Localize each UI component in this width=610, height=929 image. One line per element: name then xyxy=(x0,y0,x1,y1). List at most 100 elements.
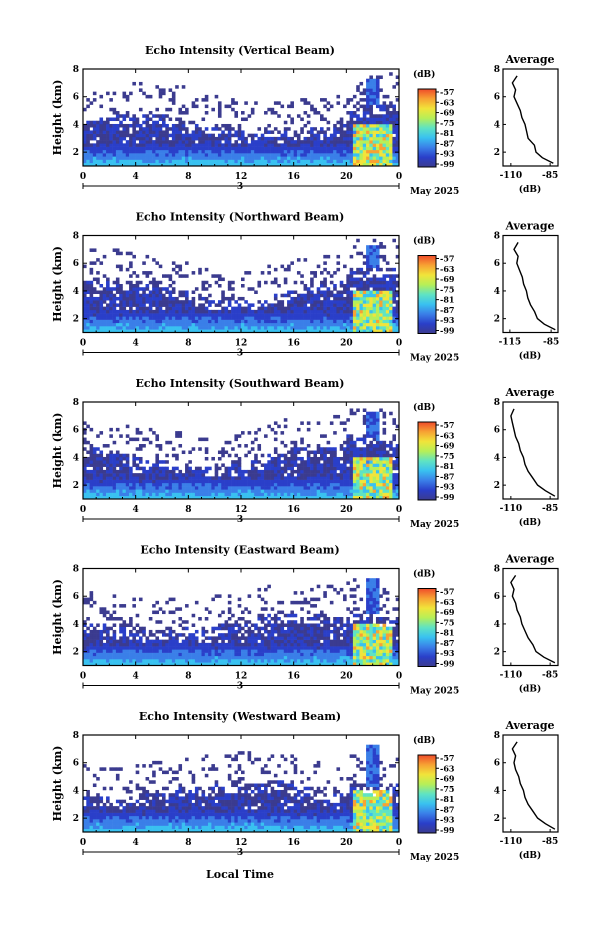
heatmap-cell xyxy=(336,143,341,147)
heatmap-cell xyxy=(362,469,367,474)
heatmap-cell xyxy=(122,620,127,624)
heatmap-cell xyxy=(89,659,94,663)
heatmap-cell xyxy=(273,319,278,324)
heatmap-cell xyxy=(283,159,288,164)
heatmap-cell xyxy=(320,300,324,304)
heatmap-cell xyxy=(293,156,298,160)
heatmap-cell xyxy=(300,440,304,445)
heatmap-cell xyxy=(379,143,383,147)
heatmap-cell xyxy=(109,456,113,461)
heatmap-cell xyxy=(392,85,397,89)
heatmap-cell xyxy=(359,133,364,138)
heatmap-cell xyxy=(152,649,156,653)
heatmap-cell xyxy=(300,447,304,451)
heatmap-cell xyxy=(333,153,337,157)
heatmap-cell xyxy=(181,652,186,657)
heatmap-cell xyxy=(260,489,265,493)
heatmap-cell xyxy=(122,143,127,147)
heatmap-cell xyxy=(300,300,304,304)
heatmap-cell xyxy=(224,316,229,320)
heatmap-cell xyxy=(333,143,337,147)
heatmap-cell xyxy=(283,133,288,138)
heatmap-cell xyxy=(158,473,163,477)
heatmap-cell xyxy=(257,482,262,487)
heatmap-cell xyxy=(221,326,225,330)
avg-unit-label: (dB) xyxy=(519,184,541,195)
heatmap-cell xyxy=(313,159,318,164)
heatmap-cell xyxy=(362,486,367,490)
heatmap-cell xyxy=(356,492,360,497)
heatmap-cell xyxy=(109,489,113,493)
heatmap-cell xyxy=(287,140,291,144)
heatmap-cell xyxy=(217,466,222,471)
heatmap-cell xyxy=(320,284,324,288)
heatmap-cell xyxy=(96,495,100,500)
heatmap-cell xyxy=(132,604,136,608)
heatmap-cell xyxy=(178,326,183,330)
heatmap-cell xyxy=(125,642,130,647)
heatmap-cell xyxy=(382,149,387,154)
heatmap-cell xyxy=(241,111,245,115)
heatmap-cell xyxy=(237,456,242,461)
heatmap-cell xyxy=(89,146,94,151)
heatmap-cell xyxy=(237,460,242,464)
heatmap-cell xyxy=(129,655,133,660)
heatmap-cell xyxy=(86,104,90,109)
heatmap-cell xyxy=(106,322,110,327)
heatmap-cell xyxy=(83,107,87,112)
heatmap-cell xyxy=(194,482,199,487)
heatmap-cell xyxy=(287,486,291,490)
heatmap-cell xyxy=(362,162,367,167)
heatmap-cell xyxy=(290,319,294,324)
heatmap-cell xyxy=(254,140,258,144)
heatmap-cell xyxy=(96,473,100,477)
heatmap-cell xyxy=(382,107,387,112)
heatmap-cell xyxy=(83,326,87,330)
heatmap-cell xyxy=(326,450,331,455)
heatmap-cell xyxy=(217,162,222,167)
heatmap-cell xyxy=(86,489,90,493)
heatmap-cell xyxy=(175,149,179,154)
heatmap-cell xyxy=(99,309,104,314)
heatmap-cell xyxy=(112,659,117,663)
heatmap-cell xyxy=(178,662,183,666)
heatmap-cell xyxy=(379,104,383,109)
heatmap-cell xyxy=(273,303,278,307)
heatmap-cell xyxy=(194,309,199,314)
heatmap-cell xyxy=(296,300,301,304)
heatmap-cell xyxy=(362,88,367,92)
heatmap-cell xyxy=(171,649,176,653)
heatmap-cell xyxy=(148,469,153,474)
heatmap-cell xyxy=(158,296,163,301)
heatmap-cell xyxy=(191,303,196,307)
heatmap-cell xyxy=(178,642,183,647)
heatmap-cell xyxy=(385,127,390,131)
heatmap-cell xyxy=(138,149,143,154)
heatmap-cell xyxy=(290,329,294,333)
heatmap-cell xyxy=(323,309,327,314)
heatmap-cell xyxy=(122,492,127,497)
heatmap-cell xyxy=(142,133,146,138)
heatmap-cell xyxy=(372,460,377,464)
heatmap-cell xyxy=(138,431,143,435)
heatmap-cell xyxy=(385,107,390,112)
heatmap-cell xyxy=(201,482,206,487)
heatmap-cell xyxy=(109,306,113,311)
heatmap-cell xyxy=(389,322,393,327)
heatmap-cell xyxy=(204,143,209,147)
heatmap-cell xyxy=(257,300,262,304)
heatmap-cell xyxy=(165,489,169,493)
heatmap-cell xyxy=(287,306,291,311)
heatmap-cell xyxy=(366,251,370,256)
heatmap-cell xyxy=(264,149,268,154)
heatmap-cell xyxy=(106,655,110,660)
heatmap-cell xyxy=(211,127,215,131)
heatmap-cell xyxy=(244,143,248,147)
heatmap-cell xyxy=(109,303,113,307)
heatmap-cell xyxy=(86,492,90,497)
colorbar xyxy=(417,421,437,501)
heatmap-cell xyxy=(241,146,245,151)
heatmap-cell xyxy=(352,111,357,115)
heatmap-cell xyxy=(349,117,354,122)
heatmap-cell xyxy=(336,300,341,304)
